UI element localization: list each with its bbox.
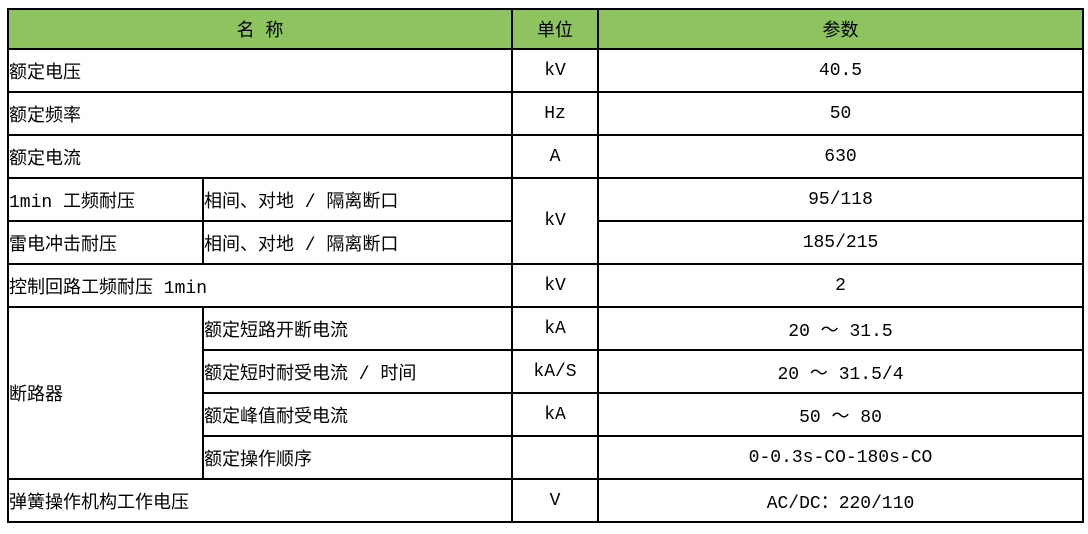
row-label-lightning-impulse: 雷电冲击耐压 [7,220,204,265]
row-label-rated-frequency: 额定频率 [7,91,513,136]
unit-cell: kA [511,392,599,437]
unit-cell-empty [511,435,599,480]
row-group-label-breaker: 断路器 [7,306,204,480]
row-label-operating-sequence: 额定操作顺序 [202,435,513,480]
spec-table: 名 称 单位 参数 额定电压 kV 40.5 额定频率 Hz 50 额定电流 A… [7,8,1084,523]
unit-cell-merged: kV [511,177,599,265]
column-header-name: 名 称 [7,8,513,50]
table-row-control-circuit: 控制回路工频耐压 1min kV 2 [7,263,1084,308]
unit-cell: A [511,134,599,179]
value-cell: 2 [597,263,1084,308]
table-row-rated-voltage: 额定电压 kV 40.5 [7,48,1084,93]
table-row-rated-frequency: 额定频率 Hz 50 [7,91,1084,136]
row-label-control-circuit: 控制回路工频耐压 1min [7,263,513,308]
table-row-breaker-peak-current: 额定峰值耐受电流 kA 50 ～ 80 [8,392,1084,437]
value-cell: 185/215 [597,220,1084,265]
table-row-breaker-short-time-current: 额定短时耐受电流 / 时间 kA/S 20 ～ 31.5/4 [8,349,1084,394]
value-cell: 630 [597,134,1084,179]
column-header-param: 参数 [597,8,1084,50]
value-cell: 20 ～ 31.5 [597,306,1084,351]
value-cell: 20 ～ 31.5/4 [597,349,1084,394]
value-cell: 0-0.3s-CO-180s-CO [597,435,1084,480]
table-row-spring-mechanism: 弹簧操作机构工作电压 V AC/DC：220/110 [7,478,1084,523]
column-header-unit: 单位 [511,8,599,50]
value-cell: AC/DC：220/110 [597,478,1084,523]
condition-cell: 相间、对地 / 隔离断口 [202,177,513,222]
row-label-breaking-current: 额定短路开断电流 [202,306,513,351]
row-label-power-freq-withstand: 1min 工频耐压 [7,177,204,222]
value-cell: 95/118 [597,177,1084,222]
value-cell: 40.5 [597,48,1084,93]
row-label-rated-current: 额定电流 [7,134,513,179]
value-cell: 50 [597,91,1084,136]
condition-cell: 相间、对地 / 隔离断口 [202,220,513,265]
table-row-breaker-breaking-current: 断路器 额定短路开断电流 kA 20 ～ 31.5 [7,306,1084,480]
row-label-spring-mechanism: 弹簧操作机构工作电压 [7,478,513,523]
table-row-power-freq-withstand: 1min 工频耐压 相间、对地 / 隔离断口 kV 95/118 [7,177,1084,265]
header-row: 名 称 单位 参数 [7,8,1084,50]
value-cell: 50 ～ 80 [597,392,1084,437]
unit-cell: Hz [511,91,599,136]
table-row-breaker-operating-sequence: 额定操作顺序 0-0.3s-CO-180s-CO [8,435,1084,480]
row-label-rated-voltage: 额定电压 [7,48,513,93]
row-label-peak-current: 额定峰值耐受电流 [202,392,513,437]
table-row-lightning-impulse: 雷电冲击耐压 相间、对地 / 隔离断口 185/215 [7,220,1084,265]
unit-cell: V [511,478,599,523]
unit-cell: kA [511,306,599,351]
unit-cell: kA/S [511,349,599,394]
table-row-rated-current: 额定电流 A 630 [7,134,1084,179]
unit-cell: kV [511,48,599,93]
row-label-short-time-current: 额定短时耐受电流 / 时间 [202,349,513,394]
unit-cell: kV [511,263,599,308]
